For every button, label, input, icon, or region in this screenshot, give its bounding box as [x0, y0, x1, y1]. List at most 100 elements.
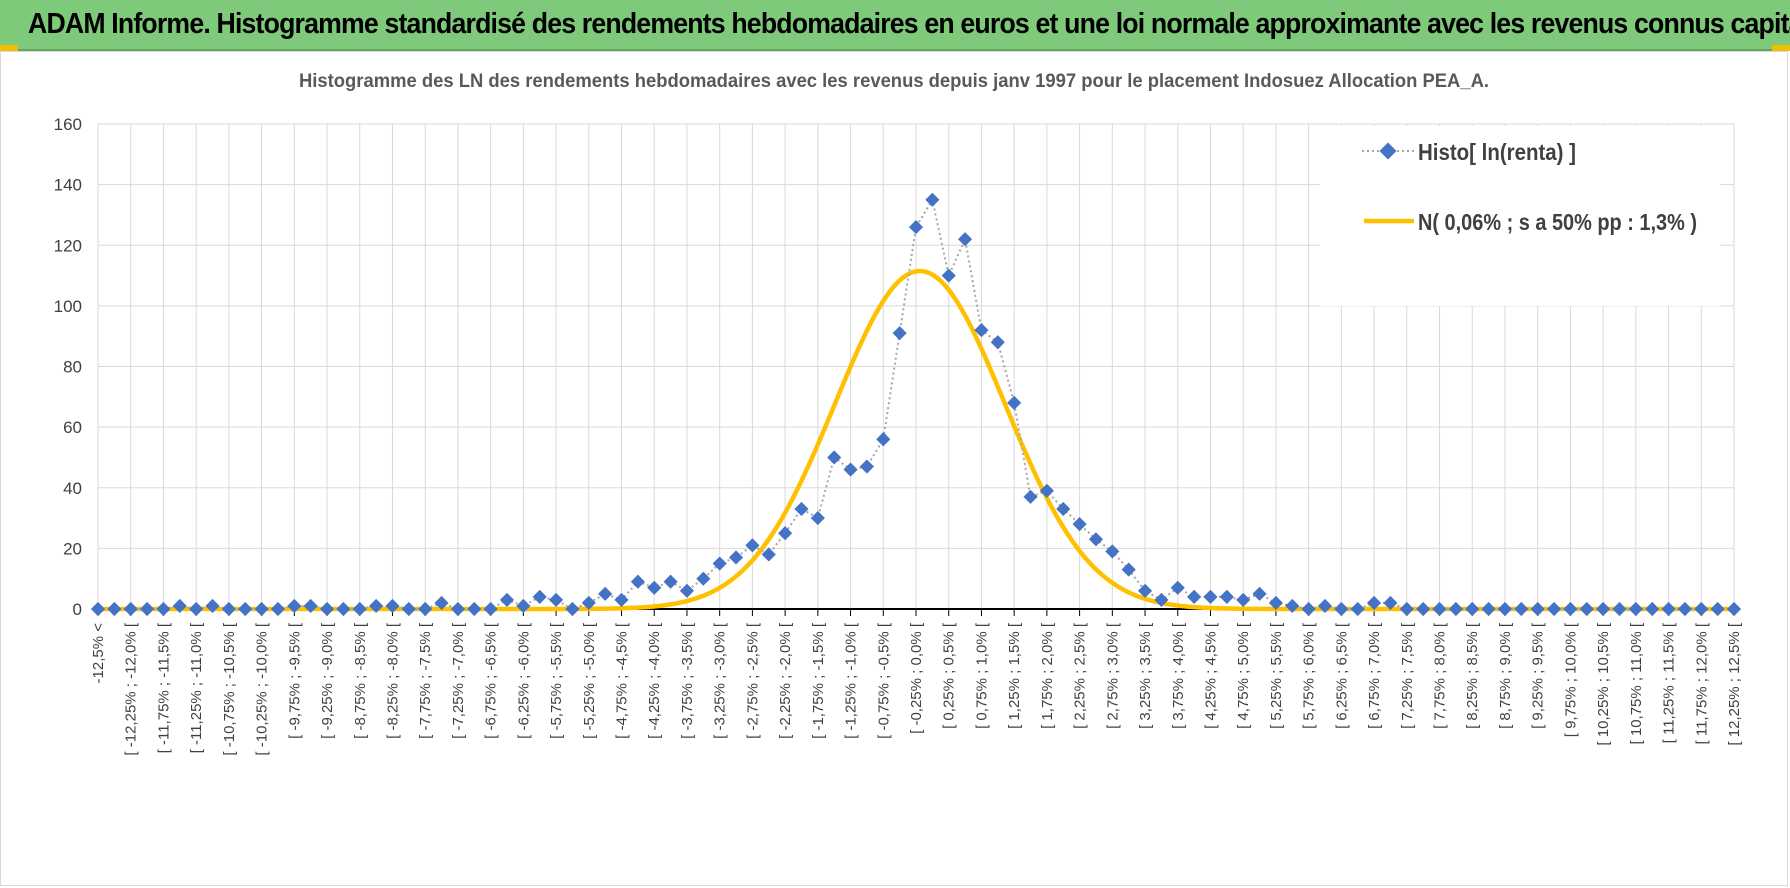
x-tick-label: [ 8,75% ; 9,0% [	[1497, 622, 1514, 729]
histogram-point	[1236, 592, 1251, 607]
histogram-point	[254, 601, 269, 617]
x-tick-label: [ -4,25% ; -4,0% [	[646, 622, 663, 739]
histogram-point	[827, 450, 842, 465]
histogram-point	[647, 580, 662, 595]
x-tick-label: [ -3,75% ; -3,5% [	[679, 622, 696, 739]
histogram-point	[1072, 517, 1087, 532]
x-tick-label: [ -9,25% ; -9,0% [	[319, 622, 336, 739]
x-tick-label: -12,5% <	[90, 623, 107, 684]
histogram-point	[107, 601, 122, 617]
y-tick-label: 60	[63, 418, 82, 437]
histogram-point	[745, 538, 760, 553]
histogram-point	[1726, 601, 1742, 617]
y-tick-label: 160	[54, 115, 82, 134]
x-tick-label: [ -7,25% ; -7,0% [	[450, 622, 467, 739]
histogram-point	[450, 601, 465, 617]
histogram-point	[1350, 601, 1365, 617]
histogram-point	[303, 598, 318, 614]
histogram-point	[892, 326, 907, 341]
histogram-point	[205, 598, 220, 614]
x-tick-label: [ -2,25% ; -2,0% [	[777, 622, 794, 739]
histogram-point	[614, 592, 629, 607]
x-tick-label: [ -6,75% ; -6,5% [	[483, 622, 500, 739]
x-tick-label: [ -8,25% ; -8,0% [	[384, 622, 401, 739]
histogram-point	[876, 432, 891, 447]
y-axis: 0 20 40 60 80 100 120 140 160	[54, 115, 82, 619]
histogram-point	[549, 592, 564, 607]
histogram-point	[696, 571, 711, 586]
histogram-point	[1612, 601, 1627, 617]
y-tick-label: 40	[63, 479, 82, 498]
histogram-point	[1187, 589, 1202, 604]
histogram-point	[156, 601, 171, 617]
y-tick-label: 120	[54, 236, 82, 255]
histogram-point	[663, 574, 678, 589]
x-tick-label: [ -12,25% ; -12,0% [	[123, 622, 140, 755]
histogram-point	[1399, 601, 1414, 617]
histogram-point	[532, 589, 547, 604]
histogram-point	[794, 501, 809, 517]
histogram-point	[1056, 501, 1071, 517]
x-tick-label: [ 4,25% ; 4,5% [	[1202, 622, 1219, 729]
histogram-point	[1514, 601, 1529, 617]
histogram-point	[499, 592, 515, 607]
x-tick-label: [ -1,25% ; -1,0% [	[843, 622, 860, 739]
histogram-point	[1285, 598, 1300, 614]
histogram-point	[1416, 601, 1431, 617]
histogram-point	[90, 601, 106, 617]
histogram-point	[1383, 595, 1398, 611]
banner-accent-right	[1772, 45, 1790, 51]
histogram-point	[908, 219, 924, 235]
histogram-point	[728, 550, 744, 565]
histogram-point	[1546, 601, 1562, 617]
histogram-point	[810, 510, 825, 526]
histogram-point	[581, 595, 596, 611]
histogram-chart: Histogramme des LN des rendements hebdom…	[54, 71, 1743, 756]
y-tick-label: 20	[63, 539, 82, 558]
histogram-point	[1301, 601, 1316, 617]
histogram-point	[1710, 601, 1725, 617]
histogram-point	[630, 574, 645, 589]
x-tick-label: [ 11,25% ; 11,5% [	[1661, 622, 1678, 743]
y-tick-label: 140	[54, 176, 82, 195]
x-tick-label: [ 5,75% ; 6,0% [	[1301, 622, 1318, 729]
histogram-point	[598, 586, 613, 601]
x-tick-label: [ 3,25% ; 3,5% [	[1137, 622, 1154, 729]
histogram-point	[1497, 601, 1513, 617]
histogram-point	[1137, 583, 1153, 598]
histogram-point	[859, 459, 874, 474]
histogram-point	[418, 601, 433, 617]
histogram-point	[1170, 580, 1185, 595]
histogram-point	[369, 598, 384, 614]
histogram-point	[140, 601, 155, 617]
histogram-point	[1481, 601, 1496, 617]
histogram-point	[336, 601, 351, 617]
histogram-series	[90, 192, 1742, 617]
histogram-point	[925, 192, 940, 207]
y-tick-label: 80	[63, 358, 82, 377]
histogram-point	[1563, 601, 1578, 617]
histogram-point	[712, 556, 727, 571]
x-tick-label: [ 2,25% ; 2,5% [	[1072, 622, 1089, 729]
y-tick-label: 100	[54, 297, 82, 316]
x-tick-label: [ -5,25% ; -5,0% [	[581, 622, 598, 739]
histogram-point	[516, 598, 531, 614]
histogram-point	[172, 598, 187, 614]
x-tick-label: [ 8,25% ; 8,5% [	[1464, 622, 1481, 729]
x-tick-label: [ 6,25% ; 6,5% [	[1333, 622, 1350, 729]
histogram-point	[483, 601, 498, 617]
histogram-point	[679, 583, 695, 598]
x-tick-label: [ 9,25% ; 9,5% [	[1530, 622, 1547, 729]
histogram-point	[1661, 601, 1676, 617]
histogram-point	[958, 232, 973, 247]
x-tick-label: [ 1,75% ; 2,0% [	[1039, 622, 1056, 729]
x-tick-label: [ 4,75% ; 5,0% [	[1235, 622, 1252, 729]
x-tick-label: [ -11,25% ; -11,0% [	[188, 622, 205, 753]
x-tick-label: [ -0,75% ; -0,5% [	[875, 622, 892, 739]
x-tick-label: [ -10,75% ; -10,5% [	[221, 622, 238, 755]
legend: Histo[ ln(renta) ] N( 0,06% ; s a 50% pp…	[1320, 126, 1720, 306]
histogram-point	[941, 268, 956, 283]
legend-label-normal: N( 0,06% ; s a 50% pp : 1,3% )	[1418, 209, 1697, 235]
x-tick-label: [ -11,75% ; -11,5% [	[155, 622, 172, 753]
x-tick-label: [ 6,75% ; 7,0% [	[1366, 622, 1383, 729]
